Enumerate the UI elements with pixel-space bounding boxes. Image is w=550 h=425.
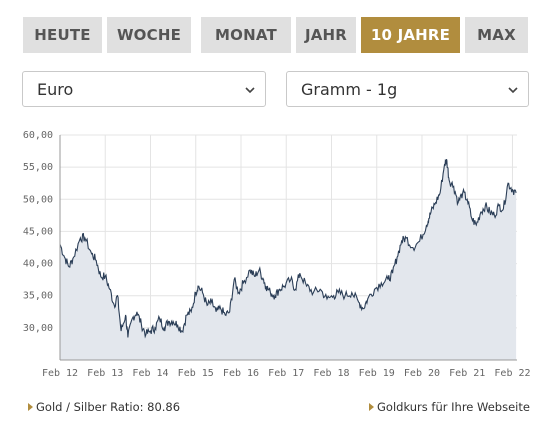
chevron-down-icon — [508, 87, 518, 94]
y-tick-label: 35,00 — [23, 291, 53, 302]
gold-widget-link[interactable]: Goldkurs für Ihre Webseite — [369, 400, 530, 414]
x-tick-label: Feb 13 — [87, 368, 123, 379]
y-tick-label: 55,00 — [23, 162, 53, 173]
y-tick-label: 40,00 — [23, 259, 53, 270]
gold-silver-ratio-link[interactable]: Gold / Silber Ratio: 80.86 — [28, 400, 180, 414]
x-tick-label: Feb 22 — [494, 368, 530, 379]
price-line — [59, 159, 517, 339]
chevron-down-icon — [245, 87, 255, 94]
range-tabs: HEUTE WOCHE MONAT JAHR 10 JAHRE MAX — [23, 17, 528, 53]
y-tick-label: 50,00 — [23, 194, 53, 205]
currency-select-value: Euro — [37, 79, 74, 99]
tab-jahr[interactable]: JAHR — [296, 17, 356, 53]
x-tick-label: Feb 14 — [132, 368, 168, 379]
x-tick-label: Feb 17 — [268, 368, 304, 379]
x-tick-label: Feb 18 — [313, 368, 349, 379]
gold-silver-ratio-text: Gold / Silber Ratio: 80.86 — [36, 400, 181, 414]
y-tick-label: 30,00 — [23, 323, 53, 334]
y-tick-label: 60,00 — [23, 130, 53, 141]
x-tick-label: Feb 19 — [359, 368, 395, 379]
price-chart: 30,00 35,00 40,00 45,00 50,00 55,00 60,00 Feb 1… — [23, 130, 531, 379]
tab-heute[interactable]: HEUTE — [23, 17, 102, 53]
currency-select[interactable]: Euro — [22, 71, 266, 107]
x-tick-label: Feb 15 — [178, 368, 214, 379]
unit-select[interactable]: Gramm - 1g — [286, 71, 529, 107]
arrow-right-icon — [28, 403, 33, 411]
price-area — [60, 159, 517, 360]
x-tick-label: Feb 21 — [449, 368, 485, 379]
unit-select-value: Gramm - 1g — [301, 79, 398, 99]
gold-widget-text: Goldkurs für Ihre Webseite — [377, 400, 530, 414]
y-tick-label: 45,00 — [23, 226, 53, 237]
x-tick-label: Feb 20 — [404, 368, 440, 379]
tab-10-jahre[interactable]: 10 JAHRE — [361, 17, 460, 53]
x-tick-label: Feb 12 — [42, 368, 78, 379]
arrow-right-icon — [369, 403, 374, 411]
x-tick-label: Feb 16 — [223, 368, 259, 379]
tab-woche[interactable]: WOCHE — [107, 17, 191, 53]
tab-monat[interactable]: MONAT — [201, 17, 291, 53]
tab-max[interactable]: MAX — [465, 17, 528, 53]
